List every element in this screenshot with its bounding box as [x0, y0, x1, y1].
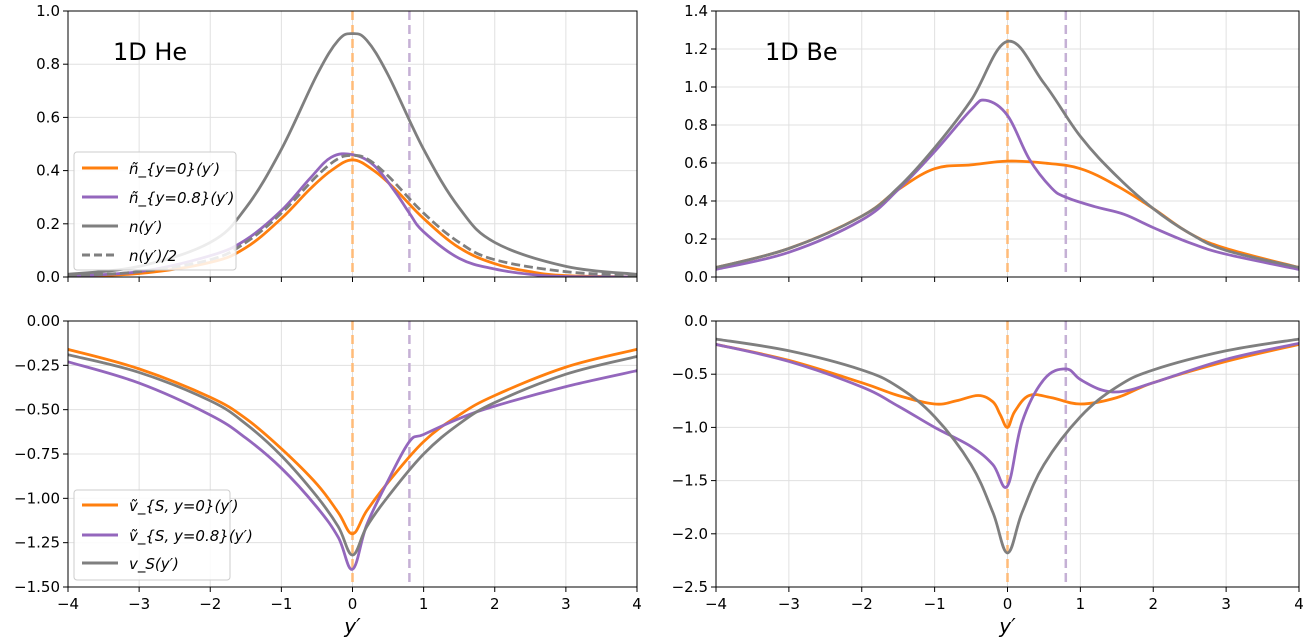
x-tick-label: −2	[199, 595, 221, 613]
y-tick-label: −0.5	[672, 365, 708, 383]
y-tick-label: 0.8	[684, 116, 708, 134]
y-tick-label: 0.2	[36, 215, 60, 233]
he_potential-plot: −4 −3 −2 −1 0 1 2 3 4 −1.50 −1.25 −1.00 −0.75 −0.50 −0…	[14, 312, 642, 637]
legend-box	[73, 489, 231, 581]
legend-box	[73, 151, 237, 271]
legend-entry-vs: v_S(y′)	[129, 555, 179, 574]
y-tick-label: 0.0	[36, 268, 60, 286]
x-tick-label: −3	[128, 595, 150, 613]
y-tick-label: 0.00	[27, 312, 60, 330]
y-tick-label: 0.4	[684, 192, 708, 210]
x-tick-label: 4	[1294, 595, 1304, 613]
x-tick-label: −3	[778, 595, 800, 613]
y-tick-label: −1.00	[14, 489, 60, 507]
y-tick-label: 0.0	[684, 268, 708, 286]
he-density-panel: 0.0 0.2 0.4 0.6 0.8 1.0 1D He ñ_{y=0}(y′) ñ_{…	[36, 2, 638, 286]
x-axis-label: y′	[343, 614, 361, 637]
y-tick-label: −0.50	[14, 401, 60, 419]
y-tick-label: 1.0	[684, 78, 708, 96]
y-tick-label: 0.4	[36, 162, 60, 180]
series-line-0	[716, 343, 1299, 429]
he-density-legend: ñ_{y=0}(y′) ñ_{y=0.8}(y′) n(y′) n(y′)/2	[73, 151, 237, 271]
x-tick-label: 4	[632, 595, 642, 613]
legend-entry-n-y08: ñ_{y=0.8}(y′)	[129, 189, 234, 208]
x-tick-label: 1	[419, 595, 429, 613]
x-tick-label: −1	[924, 595, 946, 613]
y-tick-label: −1.50	[14, 578, 60, 596]
y-tick-label: −2.5	[672, 578, 708, 596]
x-tick-label: 1	[1076, 595, 1086, 613]
legend-entry-n-y0: ñ_{y=0}(y′)	[129, 160, 220, 179]
y-tick-label: 1.2	[684, 40, 708, 58]
be-density-label: 1D Be	[765, 38, 838, 66]
y-tick-label: 1.0	[36, 2, 60, 20]
x-tick-label: 3	[561, 595, 571, 613]
y-tick-label: 1.4	[684, 2, 708, 20]
x-tick-label: 3	[1221, 595, 1231, 613]
y-tick-label: −1.0	[672, 418, 708, 436]
x-tick-label: 0	[348, 595, 358, 613]
y-tick-label: 0.6	[36, 108, 60, 126]
series-line-1	[716, 98, 1299, 271]
y-tick-label: 0.2	[684, 230, 708, 248]
x-tick-label: −4	[57, 595, 79, 613]
x-tick-label: −2	[851, 595, 873, 613]
x-tick-label: 0	[1003, 595, 1013, 613]
he-potential-legend: ṽ_{S, y=0}(y′) ṽ_{S, y=0.8}(y′) v_S(y′)	[73, 489, 253, 581]
legend-entry-vs-y08: ṽ_{S, y=0.8}(y′)	[129, 527, 253, 546]
x-tick-label: 2	[1148, 595, 1158, 613]
legend-entry-vs-y0: ṽ_{S, y=0}(y′)	[129, 497, 239, 516]
series-line-2	[716, 337, 1299, 555]
series-line-2	[68, 353, 637, 557]
series-line-2	[716, 39, 1299, 269]
be_potential-plot: −4 −3 −2 −1 0 1 2 3 4 −2.5 −2.0 −1.5 −1.0 −0.5 0.0 y′	[672, 312, 1304, 637]
series-line-1	[716, 341, 1299, 489]
y-tick-label: −1.5	[672, 472, 708, 490]
y-tick-label: −0.75	[14, 445, 60, 463]
y-tick-label: 0.6	[684, 154, 708, 172]
he-density-label: 1D He	[113, 38, 187, 66]
x-tick-label: −1	[270, 595, 292, 613]
x-tick-label: −4	[705, 595, 727, 613]
legend-entry-n-half: n(y′)/2	[129, 247, 177, 265]
y-tick-label: 0.8	[36, 55, 60, 73]
be-potential-panel: −4 −3 −2 −1 0 1 2 3 4 −2.5 −2.0 −1.5 −1.0 −0.5 0.0 y′	[672, 312, 1304, 637]
y-tick-label: −2.0	[672, 525, 708, 543]
y-tick-label: 0.0	[684, 312, 708, 330]
he-potential-panel: −4 −3 −2 −1 0 1 2 3 4 −1.50 −1.25 −1.00 −0.75 −0.50 −0…	[14, 312, 642, 637]
y-tick-label: −1.25	[14, 534, 60, 552]
series-line-0	[68, 348, 637, 536]
x-tick-label: 2	[490, 595, 500, 613]
be_density-plot: 0.0 0.2 0.4 0.6 0.8 1.0 1.2 1.4	[684, 2, 1300, 286]
y-tick-label: −0.25	[14, 356, 60, 374]
x-axis-label: y′	[998, 614, 1016, 637]
legend-entry-n: n(y′)	[129, 218, 163, 236]
be-density-panel: 0.0 0.2 0.4 0.6 0.8 1.0 1.2 1.4 1D Be	[684, 2, 1300, 286]
